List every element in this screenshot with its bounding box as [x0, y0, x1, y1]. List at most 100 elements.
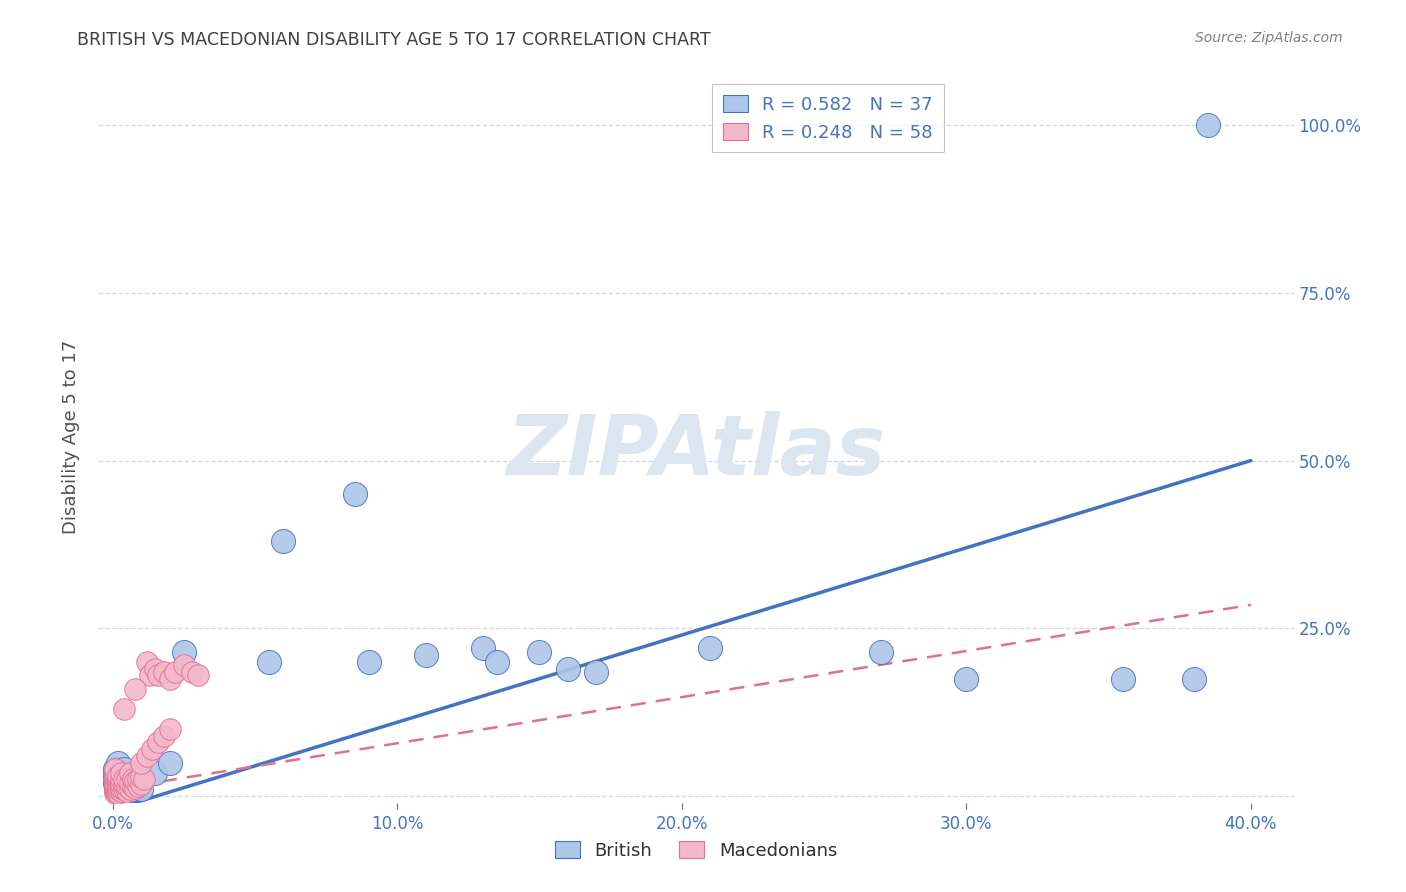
- Point: [110, 765, 132, 780]
- Point: [1197, 118, 1219, 132]
- Point: [124, 775, 146, 789]
- Point: [127, 779, 149, 793]
- Point: [112, 775, 135, 789]
- Point: [357, 655, 380, 669]
- Point: [115, 772, 138, 787]
- Point: [104, 765, 127, 780]
- Point: [107, 772, 129, 787]
- Point: [159, 722, 181, 736]
- Point: [159, 672, 181, 686]
- Point: [135, 748, 157, 763]
- Point: [148, 668, 170, 682]
- Point: [159, 756, 181, 770]
- Point: [699, 641, 721, 656]
- Point: [124, 774, 146, 789]
- Point: [107, 775, 129, 789]
- Point: [955, 672, 977, 686]
- Point: [121, 772, 143, 787]
- Point: [257, 655, 280, 669]
- Point: [112, 782, 135, 797]
- Point: [148, 735, 170, 749]
- Point: [153, 665, 176, 679]
- Point: [110, 769, 132, 783]
- Point: [138, 668, 160, 682]
- Point: [110, 775, 132, 789]
- Point: [104, 777, 127, 791]
- Point: [127, 772, 149, 787]
- Text: ZIPAtlas: ZIPAtlas: [506, 411, 886, 492]
- Point: [110, 783, 132, 797]
- Point: [1112, 672, 1135, 686]
- Point: [104, 769, 127, 783]
- Point: [181, 665, 204, 679]
- Point: [104, 769, 127, 783]
- Y-axis label: Disability Age 5 to 17: Disability Age 5 to 17: [62, 340, 80, 534]
- Point: [124, 780, 146, 795]
- Point: [118, 775, 141, 789]
- Point: [112, 702, 135, 716]
- Legend: British, Macedonians: British, Macedonians: [547, 834, 845, 867]
- Point: [557, 662, 579, 676]
- Point: [1182, 672, 1205, 686]
- Text: BRITISH VS MACEDONIAN DISABILITY AGE 5 TO 17 CORRELATION CHART: BRITISH VS MACEDONIAN DISABILITY AGE 5 T…: [77, 31, 711, 49]
- Point: [115, 783, 138, 797]
- Point: [129, 756, 152, 770]
- Point: [112, 762, 135, 776]
- Point: [107, 765, 129, 780]
- Point: [529, 645, 551, 659]
- Point: [104, 775, 127, 789]
- Point: [121, 772, 143, 787]
- Point: [471, 641, 494, 656]
- Point: [273, 534, 295, 549]
- Point: [124, 681, 146, 696]
- Point: [415, 648, 437, 662]
- Point: [121, 779, 143, 793]
- Point: [112, 772, 135, 787]
- Point: [129, 770, 152, 784]
- Point: [104, 782, 127, 797]
- Point: [173, 645, 195, 659]
- Point: [115, 779, 138, 793]
- Point: [129, 782, 152, 797]
- Point: [115, 779, 138, 793]
- Point: [118, 775, 141, 789]
- Point: [104, 762, 127, 776]
- Point: [104, 783, 127, 797]
- Point: [127, 779, 149, 793]
- Point: [107, 756, 129, 770]
- Point: [104, 779, 127, 793]
- Point: [107, 786, 129, 800]
- Point: [135, 655, 157, 669]
- Point: [115, 772, 138, 787]
- Point: [143, 662, 166, 676]
- Point: [343, 487, 366, 501]
- Point: [104, 772, 127, 787]
- Point: [107, 779, 129, 793]
- Point: [485, 655, 508, 669]
- Point: [104, 775, 127, 789]
- Point: [153, 729, 176, 743]
- Point: [585, 665, 607, 679]
- Point: [107, 769, 129, 783]
- Point: [132, 772, 155, 787]
- Point: [104, 762, 127, 776]
- Point: [141, 742, 163, 756]
- Point: [107, 782, 129, 797]
- Point: [107, 779, 129, 793]
- Point: [118, 765, 141, 780]
- Point: [104, 786, 127, 800]
- Point: [110, 780, 132, 795]
- Point: [870, 645, 893, 659]
- Point: [110, 772, 132, 787]
- Point: [165, 665, 187, 679]
- Point: [173, 658, 195, 673]
- Point: [187, 668, 209, 682]
- Point: [110, 777, 132, 791]
- Point: [112, 777, 135, 791]
- Text: Source: ZipAtlas.com: Source: ZipAtlas.com: [1195, 31, 1343, 45]
- Point: [107, 772, 129, 787]
- Point: [104, 780, 127, 795]
- Point: [118, 782, 141, 797]
- Point: [129, 777, 152, 791]
- Point: [143, 765, 166, 780]
